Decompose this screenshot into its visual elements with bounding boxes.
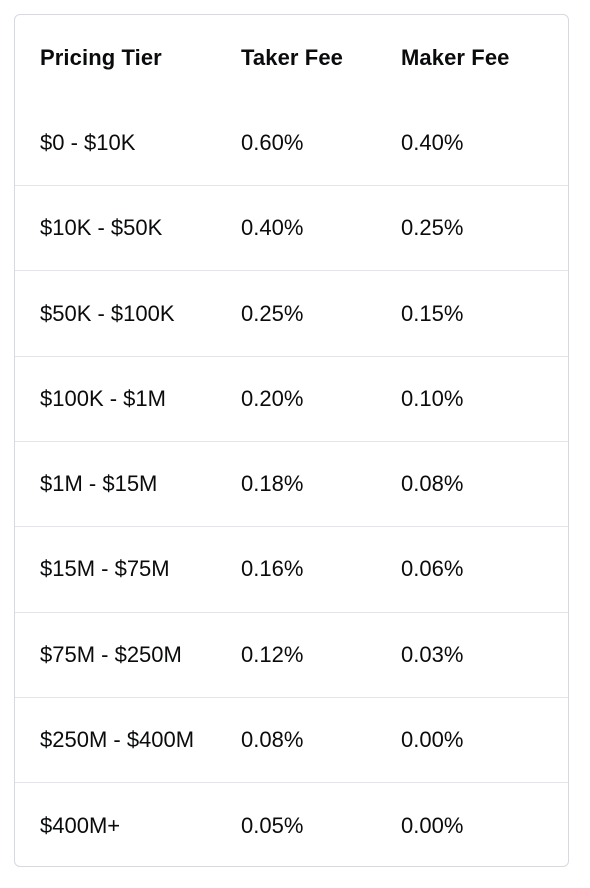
cell-pricing-tier: $400M+: [40, 812, 121, 838]
header-pricing-tier: Pricing Tier: [40, 44, 162, 70]
table-row: $400M+ 0.05% 0.00%: [15, 782, 568, 866]
cell-maker-fee: 0.40%: [401, 129, 464, 155]
table-row: $75M - $250M 0.12% 0.03%: [15, 612, 568, 697]
cell-taker-fee: 0.18%: [241, 471, 304, 497]
cell-taker-fee: 0.05%: [241, 812, 304, 838]
fee-table: Pricing Tier Taker Fee Maker Fee $0 - $1…: [15, 15, 568, 866]
cell-maker-fee: 0.15%: [401, 300, 464, 326]
cell-taker-fee: 0.60%: [241, 129, 304, 155]
table-row: $250M - $400M 0.08% 0.00%: [15, 697, 568, 782]
cell-taker-fee: 0.12%: [241, 641, 304, 667]
cell-pricing-tier: $0 - $10K: [40, 129, 136, 155]
header-maker-fee: Maker Fee: [401, 44, 510, 70]
cell-maker-fee: 0.06%: [401, 556, 464, 582]
cell-maker-fee: 0.00%: [401, 812, 464, 838]
cell-maker-fee: 0.25%: [401, 215, 464, 241]
table-row: $15M - $75M 0.16% 0.06%: [15, 526, 568, 612]
header-taker-fee: Taker Fee: [241, 44, 343, 70]
cell-pricing-tier: $250M - $400M: [40, 727, 195, 753]
table-row: $1M - $15M 0.18% 0.08%: [15, 441, 568, 526]
cell-maker-fee: 0.00%: [401, 727, 464, 753]
cell-maker-fee: 0.03%: [401, 641, 464, 667]
cell-taker-fee: 0.20%: [241, 385, 304, 411]
fee-table-card: Pricing Tier Taker Fee Maker Fee $0 - $1…: [14, 14, 569, 867]
cell-taker-fee: 0.16%: [241, 556, 304, 582]
cell-taker-fee: 0.08%: [241, 727, 304, 753]
cell-pricing-tier: $75M - $250M: [40, 641, 182, 667]
cell-maker-fee: 0.10%: [401, 385, 464, 411]
table-header-row: Pricing Tier Taker Fee Maker Fee: [15, 15, 568, 100]
table-row: $10K - $50K 0.40% 0.25%: [15, 185, 568, 271]
table-row: $100K - $1M 0.20% 0.10%: [15, 356, 568, 441]
cell-pricing-tier: $100K - $1M: [40, 385, 166, 411]
cell-taker-fee: 0.25%: [241, 300, 304, 326]
cell-pricing-tier: $10K - $50K: [40, 215, 163, 241]
cell-taker-fee: 0.40%: [241, 215, 304, 241]
table-row: $0 - $10K 0.60% 0.40%: [15, 100, 568, 185]
table-row: $50K - $100K 0.25% 0.15%: [15, 270, 568, 356]
cell-pricing-tier: $50K - $100K: [40, 300, 175, 326]
cell-pricing-tier: $1M - $15M: [40, 471, 158, 497]
cell-maker-fee: 0.08%: [401, 471, 464, 497]
cell-pricing-tier: $15M - $75M: [40, 556, 170, 582]
